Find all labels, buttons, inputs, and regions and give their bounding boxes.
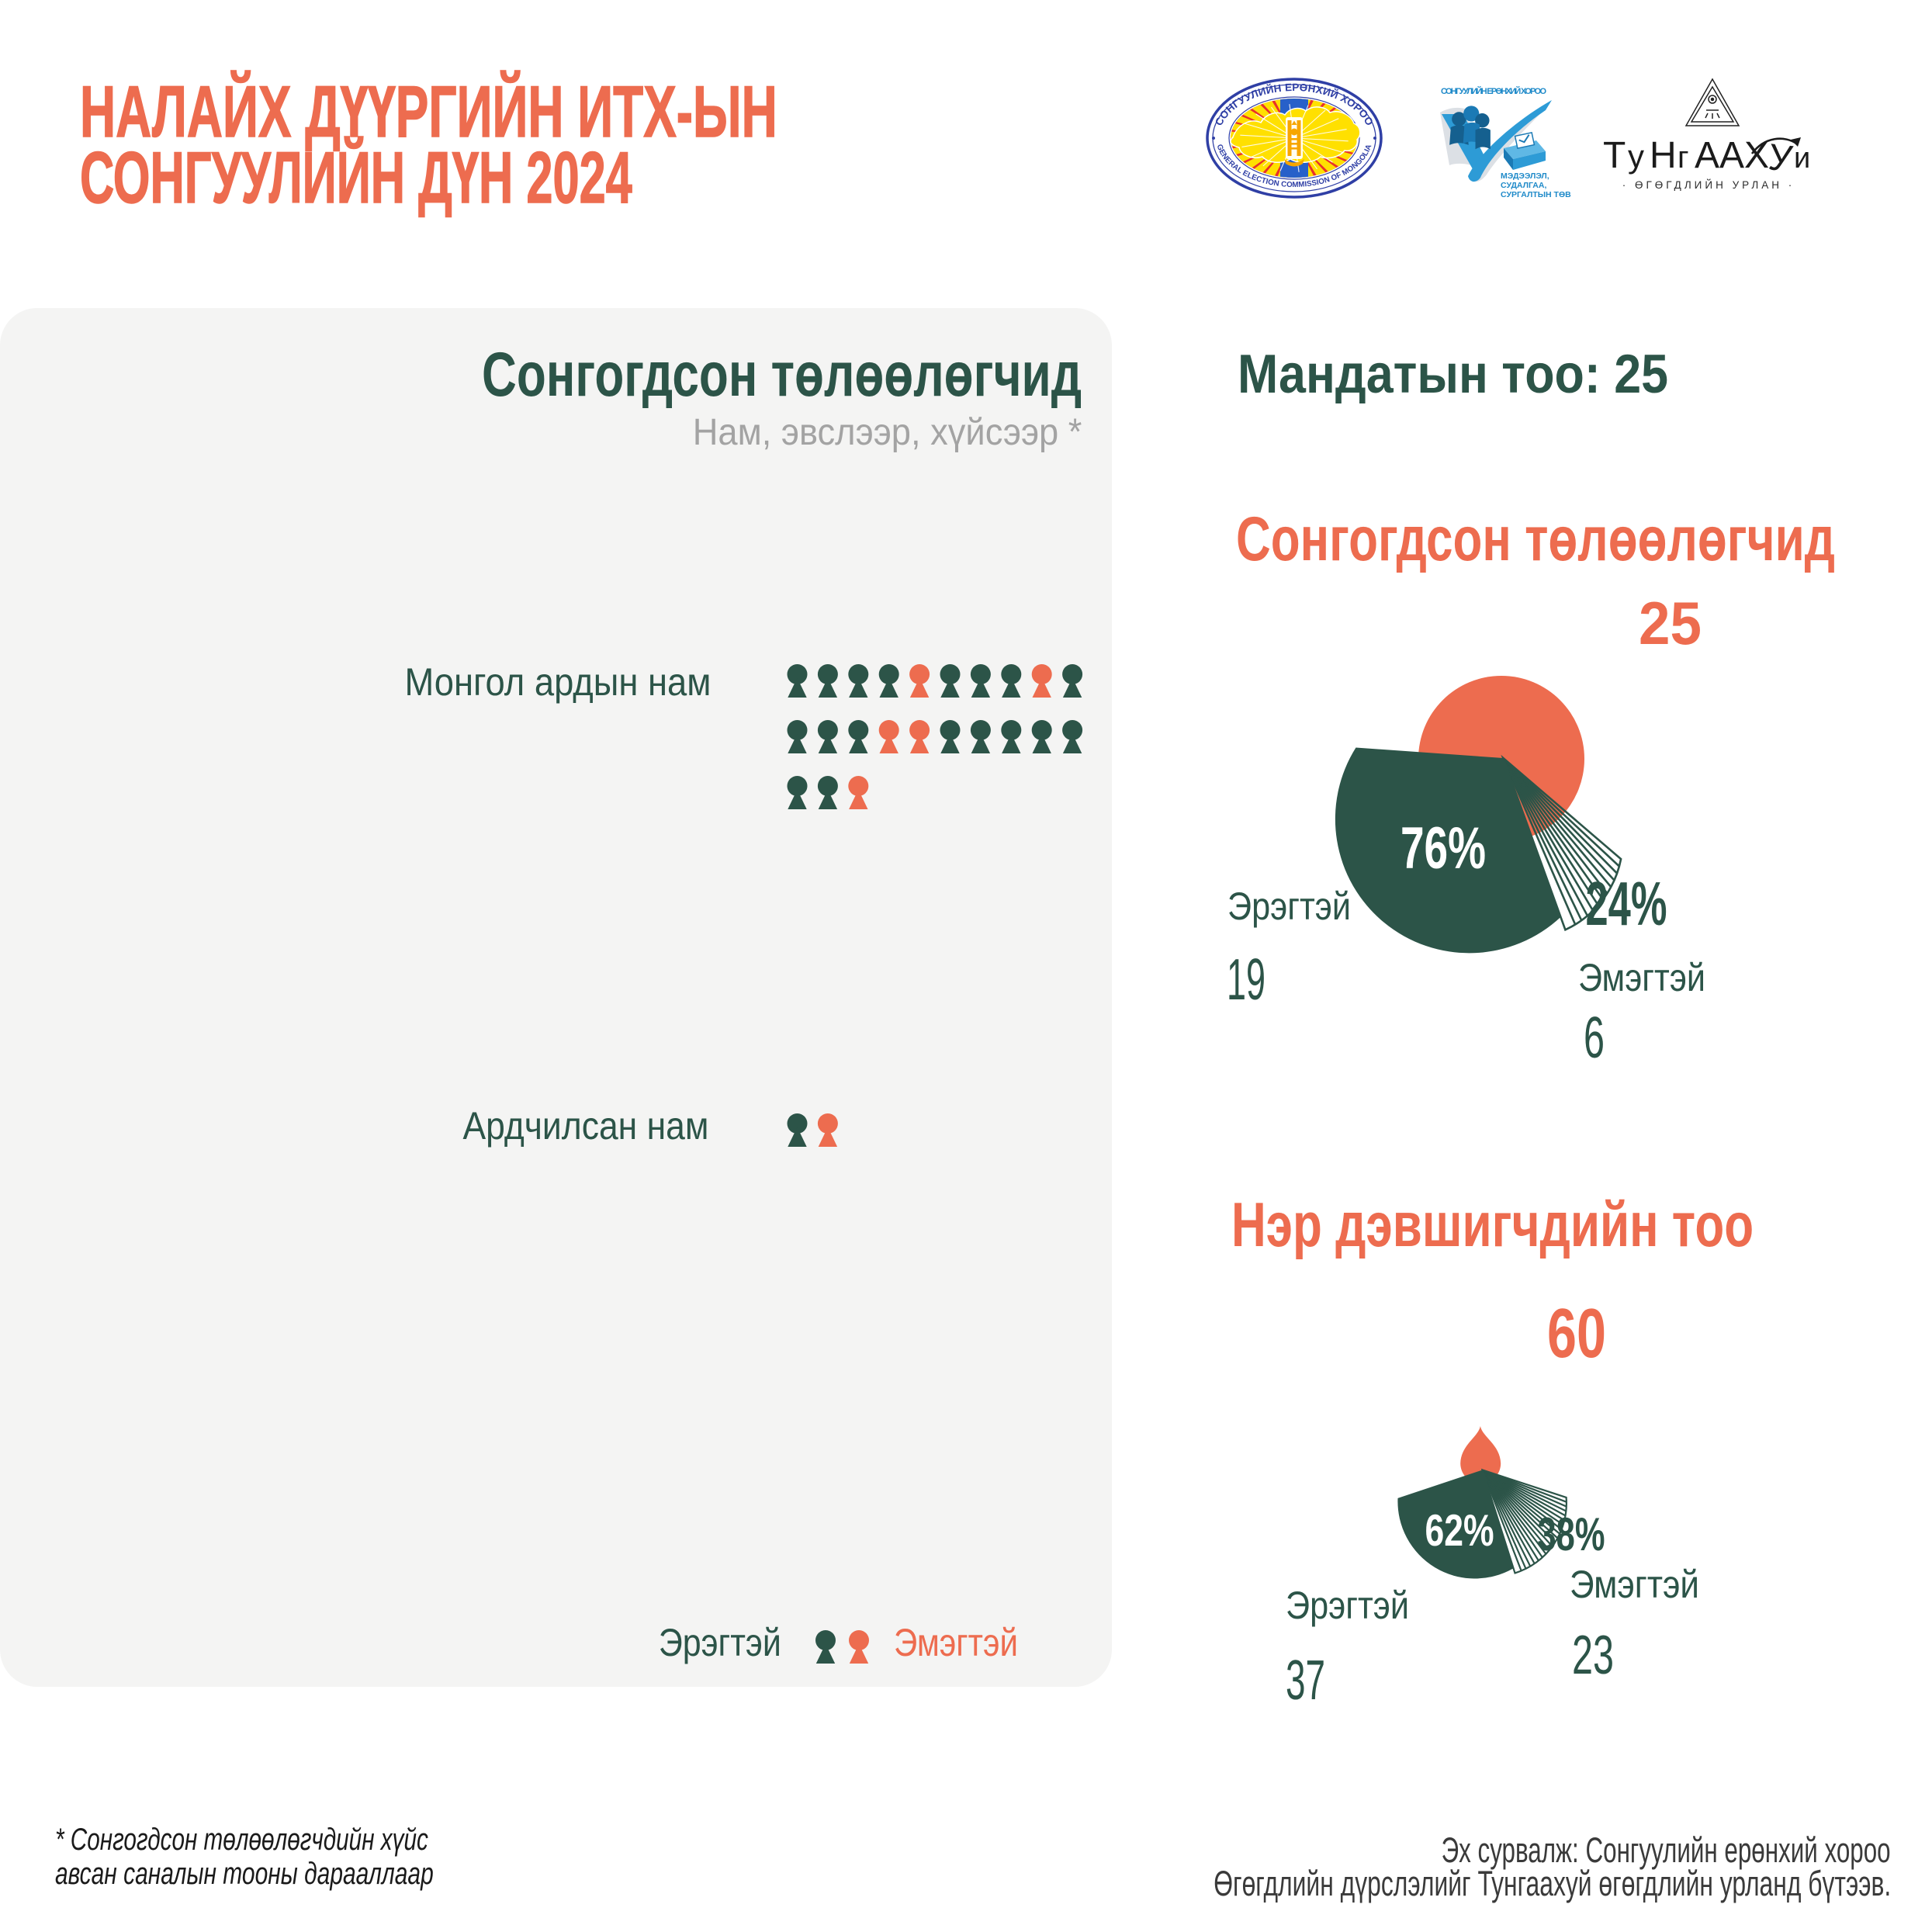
svg-text:· ӨГӨГДЛИЙН УРЛАН ·: · ӨГӨГДЛИЙН УРЛАН ·	[1622, 179, 1795, 191]
svg-text:СОНГУУЛИЙН ЕРӨНХИЙ ХОРОО: СОНГУУЛИЙН ЕРӨНХИЙ ХОРОО	[1441, 86, 1546, 96]
svg-text:СУРГАЛТЫН ТӨВ: СУРГАЛТЫН ТӨВ	[1501, 190, 1571, 198]
svg-text:А: А	[1695, 135, 1719, 176]
svg-text:Т: Т	[1603, 135, 1626, 176]
svg-text:У: У	[1767, 137, 1795, 180]
svg-text:Н: Н	[1650, 135, 1677, 176]
svg-text:г: г	[1678, 140, 1689, 175]
svg-text:и: и	[1794, 142, 1810, 175]
svg-text:СУДАЛГАА,: СУДАЛГАА,	[1501, 181, 1546, 190]
svg-text:А: А	[1719, 135, 1744, 176]
svg-text:МЭДЭЭЛЭЛ,: МЭДЭЭЛЭЛ,	[1501, 171, 1549, 181]
svg-text:у: у	[1628, 138, 1644, 175]
